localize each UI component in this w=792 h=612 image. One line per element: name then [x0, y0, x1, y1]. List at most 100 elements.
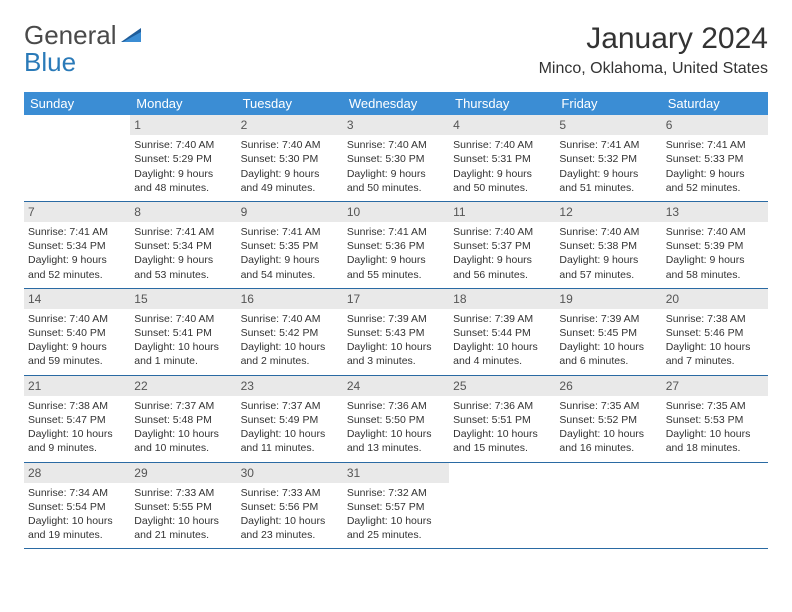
- day-number: 5: [555, 115, 661, 135]
- day-number: 24: [343, 376, 449, 396]
- sail-icon: [121, 22, 143, 49]
- week-row: 7Sunrise: 7:41 AMSunset: 5:34 PMDaylight…: [24, 202, 768, 289]
- day-sunset: Sunset: 5:34 PM: [134, 239, 232, 253]
- day-daylight: Daylight: 10 hours and 13 minutes.: [347, 427, 445, 455]
- day-number: 1: [130, 115, 236, 135]
- day-cell: [662, 463, 768, 549]
- day-daylight: Daylight: 9 hours and 49 minutes.: [241, 167, 339, 195]
- day-number: 23: [237, 376, 343, 396]
- day-sunrise: Sunrise: 7:40 AM: [347, 138, 445, 152]
- day-number: 26: [555, 376, 661, 396]
- day-sunrise: Sunrise: 7:33 AM: [241, 486, 339, 500]
- day-cell: [24, 115, 130, 201]
- dow-sunday: Sunday: [24, 92, 130, 115]
- day-sunset: Sunset: 5:48 PM: [134, 413, 232, 427]
- day-sunset: Sunset: 5:29 PM: [134, 152, 232, 166]
- day-sunset: Sunset: 5:45 PM: [559, 326, 657, 340]
- day-sunrise: Sunrise: 7:35 AM: [559, 399, 657, 413]
- day-number: 25: [449, 376, 555, 396]
- day-daylight: Daylight: 10 hours and 11 minutes.: [241, 427, 339, 455]
- day-sunset: Sunset: 5:30 PM: [241, 152, 339, 166]
- day-number: 16: [237, 289, 343, 309]
- dow-friday: Friday: [555, 92, 661, 115]
- day-number: 29: [130, 463, 236, 483]
- day-sunset: Sunset: 5:33 PM: [666, 152, 764, 166]
- day-number: 13: [662, 202, 768, 222]
- day-cell: 5 Sunrise: 7:41 AMSunset: 5:32 PMDaylight…: [555, 115, 661, 201]
- dow-saturday: Saturday: [662, 92, 768, 115]
- day-cell: 24Sunrise: 7:36 AMSunset: 5:50 PMDayligh…: [343, 376, 449, 462]
- day-daylight: Daylight: 10 hours and 15 minutes.: [453, 427, 551, 455]
- weeks-container: 1Sunrise: 7:40 AMSunset: 5:29 PMDaylight…: [24, 115, 768, 549]
- day-number: 10: [343, 202, 449, 222]
- day-sunset: Sunset: 5:55 PM: [134, 500, 232, 514]
- day-sunset: Sunset: 5:54 PM: [28, 500, 126, 514]
- day-sunrise: Sunrise: 7:41 AM: [559, 138, 657, 152]
- day-sunset: Sunset: 5:50 PM: [347, 413, 445, 427]
- day-cell: 12Sunrise: 7:40 AMSunset: 5:38 PMDayligh…: [555, 202, 661, 288]
- day-sunset: Sunset: 5:52 PM: [559, 413, 657, 427]
- day-sunset: Sunset: 5:51 PM: [453, 413, 551, 427]
- day-number: 3: [343, 115, 449, 135]
- day-number: 21: [24, 376, 130, 396]
- day-sunrise: Sunrise: 7:34 AM: [28, 486, 126, 500]
- day-daylight: Daylight: 10 hours and 1 minute.: [134, 340, 232, 368]
- day-daylight: Daylight: 10 hours and 3 minutes.: [347, 340, 445, 368]
- day-daylight: Daylight: 9 hours and 50 minutes.: [453, 167, 551, 195]
- day-sunrise: Sunrise: 7:40 AM: [453, 138, 551, 152]
- day-cell: 20Sunrise: 7:38 AMSunset: 5:46 PMDayligh…: [662, 289, 768, 375]
- day-sunset: Sunset: 5:34 PM: [28, 239, 126, 253]
- day-daylight: Daylight: 9 hours and 48 minutes.: [134, 167, 232, 195]
- day-sunset: Sunset: 5:32 PM: [559, 152, 657, 166]
- day-sunset: Sunset: 5:41 PM: [134, 326, 232, 340]
- week-row: 21Sunrise: 7:38 AMSunset: 5:47 PMDayligh…: [24, 376, 768, 463]
- day-sunrise: Sunrise: 7:40 AM: [241, 312, 339, 326]
- day-cell: 10Sunrise: 7:41 AMSunset: 5:36 PMDayligh…: [343, 202, 449, 288]
- day-cell: 16Sunrise: 7:40 AMSunset: 5:42 PMDayligh…: [237, 289, 343, 375]
- week-row: 28Sunrise: 7:34 AMSunset: 5:54 PMDayligh…: [24, 463, 768, 550]
- day-sunrise: Sunrise: 7:40 AM: [559, 225, 657, 239]
- day-sunset: Sunset: 5:46 PM: [666, 326, 764, 340]
- day-sunset: Sunset: 5:38 PM: [559, 239, 657, 253]
- day-sunrise: Sunrise: 7:38 AM: [28, 399, 126, 413]
- day-number: 9: [237, 202, 343, 222]
- day-sunset: Sunset: 5:53 PM: [666, 413, 764, 427]
- day-daylight: Daylight: 10 hours and 10 minutes.: [134, 427, 232, 455]
- day-sunrise: Sunrise: 7:41 AM: [347, 225, 445, 239]
- day-daylight: Daylight: 10 hours and 19 minutes.: [28, 514, 126, 542]
- day-sunrise: Sunrise: 7:37 AM: [134, 399, 232, 413]
- location: Minco, Oklahoma, United States: [539, 60, 768, 78]
- day-daylight: Daylight: 9 hours and 53 minutes.: [134, 253, 232, 281]
- day-cell: [555, 463, 661, 549]
- day-sunset: Sunset: 5:49 PM: [241, 413, 339, 427]
- dow-tuesday: Tuesday: [237, 92, 343, 115]
- day-sunrise: Sunrise: 7:38 AM: [666, 312, 764, 326]
- day-daylight: Daylight: 9 hours and 54 minutes.: [241, 253, 339, 281]
- day-cell: 27Sunrise: 7:35 AMSunset: 5:53 PMDayligh…: [662, 376, 768, 462]
- day-sunset: Sunset: 5:30 PM: [347, 152, 445, 166]
- day-daylight: Daylight: 9 hours and 56 minutes.: [453, 253, 551, 281]
- day-number: 28: [24, 463, 130, 483]
- day-cell: 25Sunrise: 7:36 AMSunset: 5:51 PMDayligh…: [449, 376, 555, 462]
- day-number: 18: [449, 289, 555, 309]
- day-sunset: Sunset: 5:39 PM: [666, 239, 764, 253]
- day-sunset: Sunset: 5:37 PM: [453, 239, 551, 253]
- day-cell: 8Sunrise: 7:41 AMSunset: 5:34 PMDaylight…: [130, 202, 236, 288]
- day-cell: 6Sunrise: 7:41 AMSunset: 5:33 PMDaylight…: [662, 115, 768, 201]
- day-number: 22: [130, 376, 236, 396]
- day-number: 30: [237, 463, 343, 483]
- day-daylight: Daylight: 10 hours and 23 minutes.: [241, 514, 339, 542]
- day-cell: 13Sunrise: 7:40 AMSunset: 5:39 PMDayligh…: [662, 202, 768, 288]
- day-number: 20: [662, 289, 768, 309]
- dow-wednesday: Wednesday: [343, 92, 449, 115]
- day-sunrise: Sunrise: 7:41 AM: [134, 225, 232, 239]
- day-cell: 29Sunrise: 7:33 AMSunset: 5:55 PMDayligh…: [130, 463, 236, 549]
- calendar: Sunday Monday Tuesday Wednesday Thursday…: [24, 92, 768, 549]
- day-daylight: Daylight: 9 hours and 55 minutes.: [347, 253, 445, 281]
- day-sunrise: Sunrise: 7:39 AM: [559, 312, 657, 326]
- week-row: 1Sunrise: 7:40 AMSunset: 5:29 PMDaylight…: [24, 115, 768, 202]
- logo-general: General: [24, 20, 117, 50]
- dow-thursday: Thursday: [449, 92, 555, 115]
- day-cell: 19Sunrise: 7:39 AMSunset: 5:45 PMDayligh…: [555, 289, 661, 375]
- day-daylight: Daylight: 9 hours and 51 minutes.: [559, 167, 657, 195]
